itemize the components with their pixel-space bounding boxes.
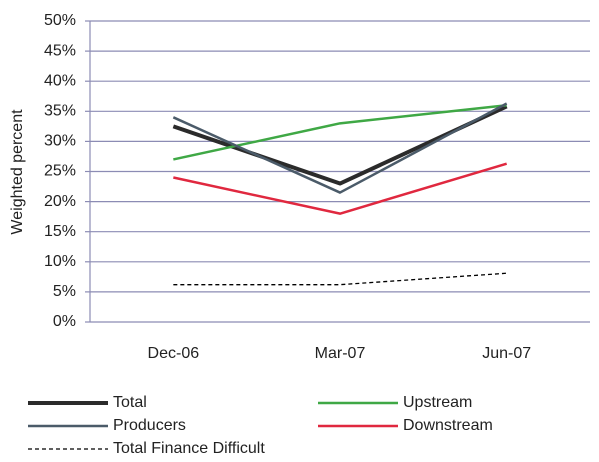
y-tick-label: 0% [53,313,76,330]
y-axis-label: Weighted percent [9,109,26,235]
legend-label: Upstream [403,394,472,411]
y-tick-label: 5% [53,283,76,300]
legend-label: Producers [113,417,186,434]
series-line [173,162,508,215]
series-line [173,272,507,286]
y-tick-label: 15% [44,223,76,240]
series-line [173,104,507,161]
y-tick-label: 20% [44,193,76,210]
y-tick-label: 40% [44,72,76,89]
x-tick-label: Jun-07 [482,345,531,362]
legend-label: Total Finance Difficult [113,440,265,457]
legend-label: Total [113,394,147,411]
legend-label: Downstream [403,417,493,434]
y-tick-label: 45% [44,42,76,59]
y-tick-label: 30% [44,133,76,150]
y-tick-label: 25% [44,163,76,180]
x-tick-label: Mar-07 [315,345,366,362]
x-tick-label: Dec-06 [148,345,200,362]
y-tick-label: 35% [44,103,76,120]
series-line [172,102,508,194]
y-tick-label: 10% [44,253,76,270]
y-tick-label: 50% [44,12,76,29]
